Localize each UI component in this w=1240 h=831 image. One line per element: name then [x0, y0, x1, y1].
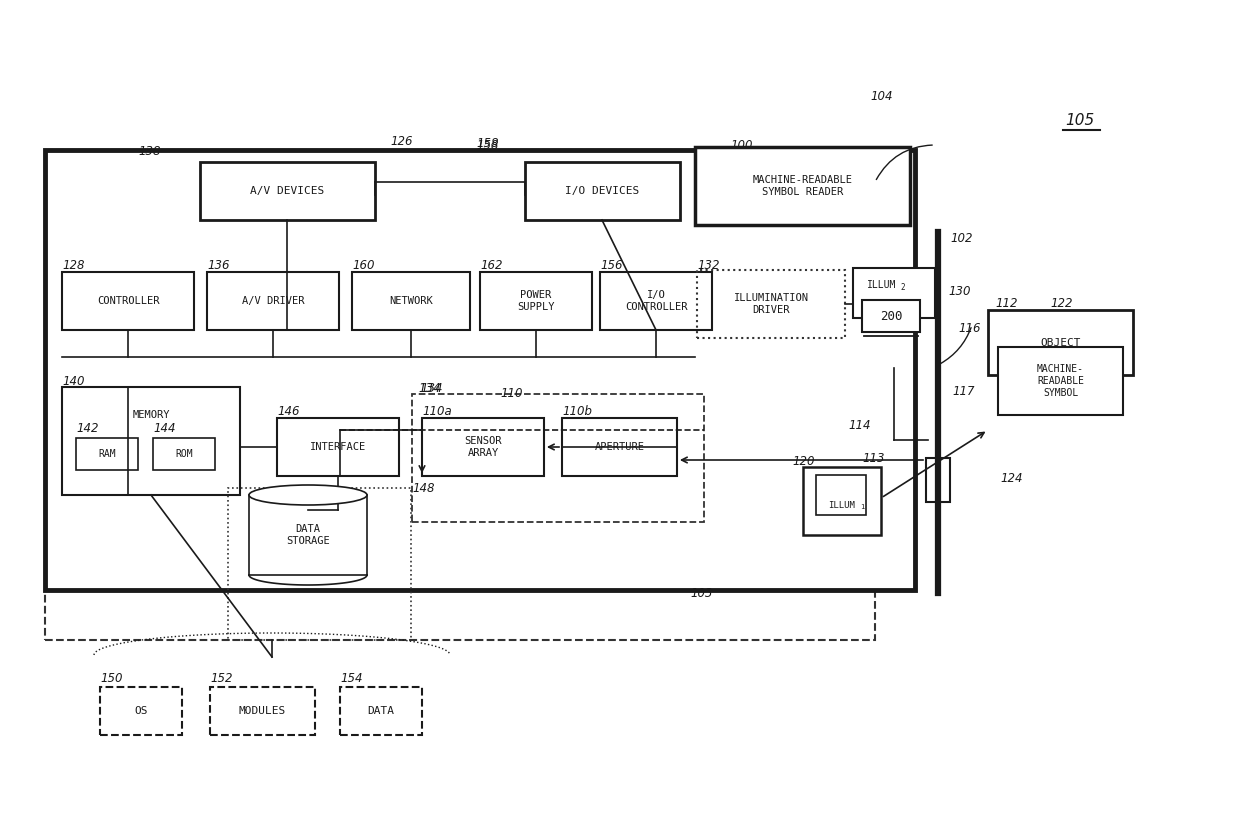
- Text: 120: 120: [792, 455, 815, 468]
- FancyBboxPatch shape: [988, 310, 1133, 375]
- Text: MACHINE-READABLE
SYMBOL READER: MACHINE-READABLE SYMBOL READER: [753, 175, 853, 197]
- Text: 152: 152: [210, 672, 233, 685]
- FancyBboxPatch shape: [100, 687, 182, 735]
- Text: 142: 142: [76, 422, 98, 435]
- Text: CONTROLLER: CONTROLLER: [97, 296, 159, 306]
- Text: 117: 117: [952, 385, 975, 398]
- Text: 124: 124: [999, 472, 1023, 485]
- Text: 2: 2: [900, 283, 905, 292]
- Text: 134: 134: [418, 382, 440, 395]
- Text: 150: 150: [100, 672, 123, 685]
- Text: OBJECT: OBJECT: [1040, 337, 1081, 347]
- Text: 114: 114: [848, 419, 870, 432]
- Text: 100: 100: [730, 139, 753, 152]
- Text: 128: 128: [62, 259, 84, 272]
- Text: ILLUMINATION
DRIVER: ILLUMINATION DRIVER: [734, 293, 808, 315]
- FancyBboxPatch shape: [277, 418, 399, 476]
- Text: 112: 112: [994, 297, 1018, 310]
- Text: DATA: DATA: [367, 706, 394, 716]
- Text: 104: 104: [870, 90, 893, 103]
- FancyBboxPatch shape: [853, 268, 935, 318]
- Text: 110: 110: [500, 387, 522, 400]
- FancyBboxPatch shape: [45, 150, 915, 590]
- Text: 110b: 110b: [562, 405, 591, 418]
- Text: 116: 116: [959, 322, 981, 335]
- Text: I/O
CONTROLLER: I/O CONTROLLER: [625, 290, 687, 312]
- Text: I/O DEVICES: I/O DEVICES: [565, 186, 640, 196]
- Text: ILLUM: ILLUM: [828, 500, 856, 509]
- FancyBboxPatch shape: [207, 272, 339, 330]
- Text: 158: 158: [476, 137, 498, 150]
- Text: 144: 144: [153, 422, 176, 435]
- FancyBboxPatch shape: [804, 467, 880, 535]
- FancyBboxPatch shape: [998, 347, 1123, 415]
- Text: 158: 158: [476, 139, 498, 152]
- Text: 126: 126: [391, 135, 413, 148]
- Text: MACHINE-
READABLE
SYMBOL: MACHINE- READABLE SYMBOL: [1037, 365, 1084, 397]
- Text: 146: 146: [277, 405, 300, 418]
- FancyBboxPatch shape: [600, 272, 712, 330]
- FancyBboxPatch shape: [422, 418, 544, 476]
- Text: OS: OS: [134, 706, 148, 716]
- Text: 110a: 110a: [422, 405, 451, 418]
- Text: RAM: RAM: [98, 449, 115, 459]
- Text: MODULES: MODULES: [239, 706, 286, 716]
- FancyBboxPatch shape: [62, 272, 193, 330]
- FancyBboxPatch shape: [62, 387, 241, 495]
- Text: ROM: ROM: [175, 449, 192, 459]
- Text: A/V DEVICES: A/V DEVICES: [250, 186, 325, 196]
- FancyBboxPatch shape: [480, 272, 591, 330]
- Text: 156: 156: [600, 259, 622, 272]
- FancyBboxPatch shape: [210, 687, 315, 735]
- FancyBboxPatch shape: [153, 438, 215, 470]
- FancyBboxPatch shape: [816, 475, 866, 515]
- Text: 136: 136: [207, 259, 229, 272]
- FancyBboxPatch shape: [694, 147, 910, 225]
- Text: A/V DRIVER: A/V DRIVER: [242, 296, 304, 306]
- Text: 160: 160: [352, 259, 374, 272]
- Text: 113: 113: [862, 452, 884, 465]
- FancyBboxPatch shape: [525, 162, 680, 220]
- Text: INTERFACE: INTERFACE: [310, 442, 366, 452]
- Text: DATA
STORAGE: DATA STORAGE: [286, 524, 330, 546]
- Text: 122: 122: [1050, 297, 1073, 310]
- Text: 154: 154: [340, 672, 362, 685]
- Text: 103: 103: [689, 587, 713, 600]
- Ellipse shape: [249, 485, 367, 505]
- Text: 200: 200: [879, 309, 903, 322]
- FancyBboxPatch shape: [926, 458, 950, 502]
- Text: 132: 132: [697, 259, 719, 272]
- FancyBboxPatch shape: [352, 272, 470, 330]
- Text: 140: 140: [62, 375, 84, 388]
- Text: 148: 148: [412, 482, 434, 495]
- Text: 138: 138: [138, 145, 160, 158]
- FancyBboxPatch shape: [76, 438, 138, 470]
- FancyBboxPatch shape: [562, 418, 677, 476]
- Text: NETWORK: NETWORK: [389, 296, 433, 306]
- Text: ILLUM: ILLUM: [867, 280, 897, 290]
- Text: APERTURE: APERTURE: [594, 442, 645, 452]
- FancyBboxPatch shape: [200, 162, 374, 220]
- Text: 130: 130: [949, 285, 971, 298]
- Text: 105: 105: [1065, 113, 1094, 128]
- Text: 134: 134: [420, 382, 443, 395]
- Text: 102: 102: [950, 232, 972, 245]
- FancyBboxPatch shape: [340, 687, 422, 735]
- Text: 1: 1: [861, 504, 864, 510]
- Text: 162: 162: [480, 259, 502, 272]
- Text: POWER
SUPPLY: POWER SUPPLY: [517, 290, 554, 312]
- Text: MEMORY: MEMORY: [133, 410, 170, 420]
- FancyBboxPatch shape: [862, 300, 920, 332]
- Text: SENSOR
ARRAY: SENSOR ARRAY: [464, 436, 502, 458]
